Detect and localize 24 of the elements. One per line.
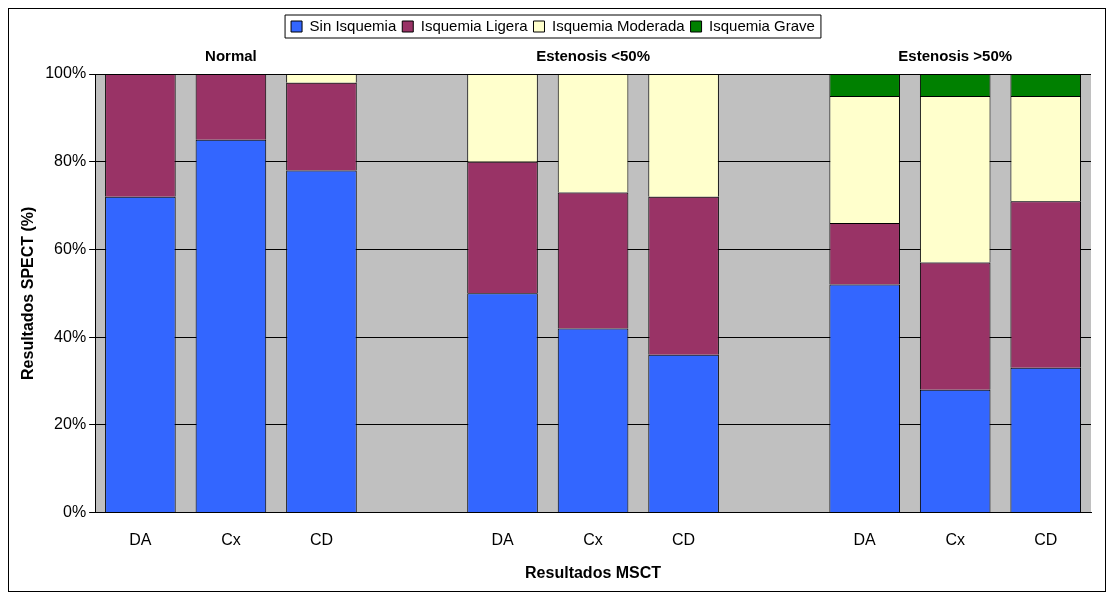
- text: Normal: [205, 46, 257, 64]
- y-tick-label: 60%: [54, 239, 87, 257]
- x-tick-label: CD: [309, 530, 334, 548]
- x-tick-label: DA: [129, 530, 152, 548]
- x-tick-label: CD: [672, 530, 696, 548]
- x-axis-title: Resultados MSCT: [525, 563, 662, 581]
- text: Estenosis <50%: [536, 46, 650, 64]
- y-tick-label: 0%: [63, 503, 87, 521]
- text: Estenosis >50%: [898, 46, 1013, 64]
- x-tick-label: Cx: [583, 530, 603, 548]
- x-tick-label: DA: [491, 530, 514, 548]
- y-axis-title: Resultados SPECT (%): [19, 206, 37, 380]
- y-tick-label: 80%: [54, 152, 87, 170]
- legend-label: Isquemia Moderada: [551, 16, 686, 34]
- x-tick-label: Cx: [221, 530, 241, 548]
- y-tick-label: 100%: [45, 64, 87, 82]
- y-tick-label: 20%: [54, 415, 87, 433]
- legend-label: Isquemia Grave: [709, 16, 815, 34]
- legend-label: Isquemia Ligera: [420, 16, 529, 34]
- x-tick-label: Cx: [945, 530, 965, 548]
- y-tick-label: 40%: [54, 327, 87, 345]
- legend-label: Sin Isquemia: [309, 16, 397, 34]
- x-tick-label: DA: [853, 530, 877, 548]
- x-tick-label: CD: [1034, 530, 1058, 548]
